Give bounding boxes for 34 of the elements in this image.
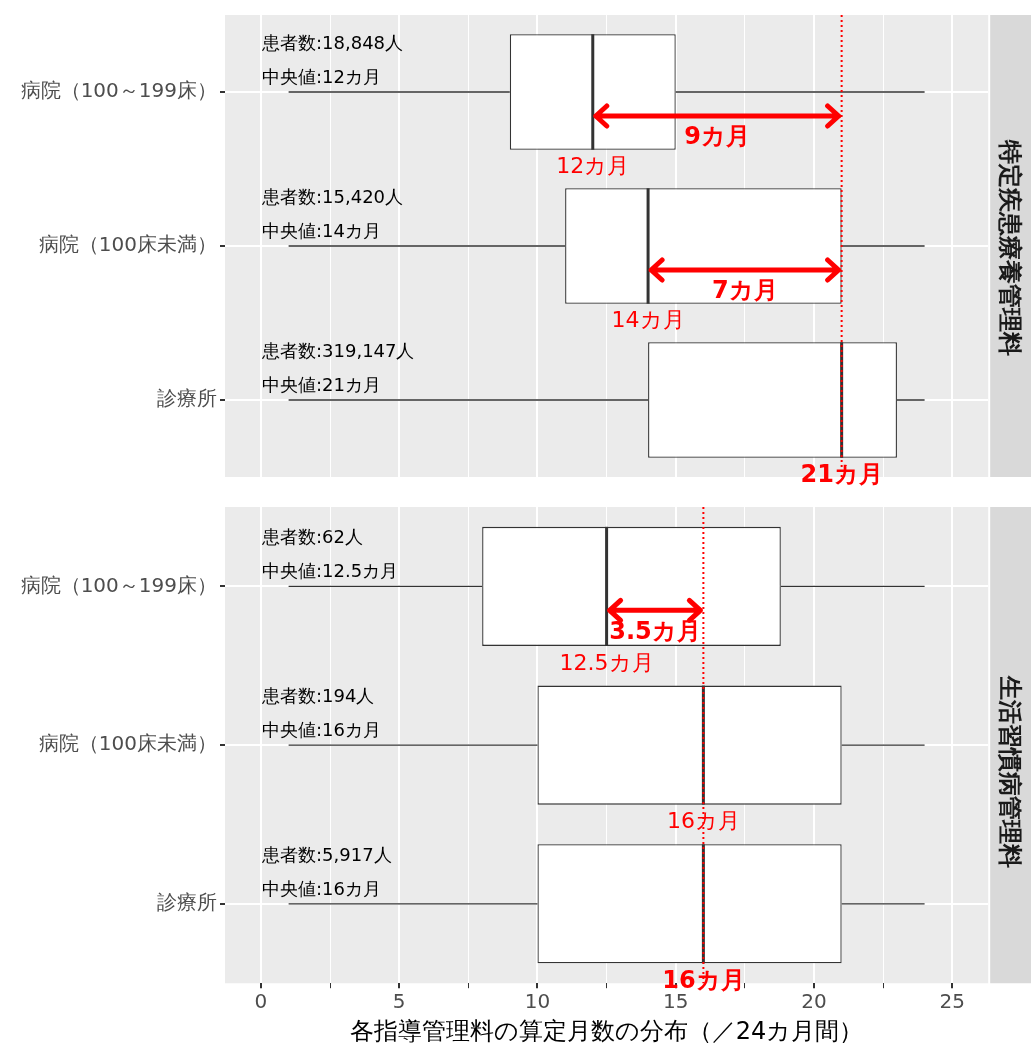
- annotation: 中央値:16カ月: [262, 718, 381, 740]
- y-tick-label: 病院（100床未満）: [38, 232, 217, 257]
- annotation: 14カ月: [611, 307, 685, 333]
- x-tick-label: 5: [392, 989, 406, 1014]
- annotation: 中央値:12.5カ月: [262, 560, 399, 582]
- annotation: 21カ月: [800, 459, 883, 488]
- annotation: 16カ月: [666, 808, 740, 834]
- annotation: 12.5カ月: [559, 649, 654, 675]
- annotation: 3.5カ月: [609, 616, 701, 645]
- annotation: 9カ月: [684, 122, 751, 151]
- x-tick-label: 20: [801, 989, 827, 1014]
- annotation: 中央値:14カ月: [262, 219, 381, 241]
- x-tick-label: 10: [524, 989, 551, 1014]
- annotation: 患者数:15,420人: [261, 185, 404, 207]
- annotation: 中央値:16カ月: [262, 877, 381, 899]
- x-tick-label: 0: [254, 989, 268, 1014]
- annotation: 患者数:18,848人: [261, 31, 404, 53]
- y-tick-label: 病院（100～199床）: [20, 572, 217, 597]
- y-tick-label: 診療所: [157, 386, 217, 411]
- text: 生活習慣病管理料: [996, 674, 1025, 868]
- y-tick-label: 病院（100～199床）: [20, 78, 217, 103]
- annotation: 12カ月: [556, 153, 630, 179]
- y-tick-label: 診療所: [157, 890, 217, 915]
- annotation: 患者数:62人: [261, 526, 363, 548]
- annotation: 患者数:319,147人: [261, 339, 415, 361]
- annotation: 患者数:5,917人: [261, 843, 392, 865]
- x-tick-label: 25: [939, 989, 965, 1014]
- y-tick-label: 病院（100床未満）: [38, 731, 217, 756]
- x-axis-title: 各指導管理料の算定月数の分布（／24カ月間）: [349, 1016, 864, 1045]
- text: 特定疾患療養管理料: [996, 139, 1025, 356]
- annotation: 7カ月: [712, 276, 778, 305]
- annotation: 患者数:194人: [261, 684, 375, 706]
- annotation: 中央値:12カ月: [262, 65, 381, 87]
- annotation: 中央値:21カ月: [262, 373, 381, 395]
